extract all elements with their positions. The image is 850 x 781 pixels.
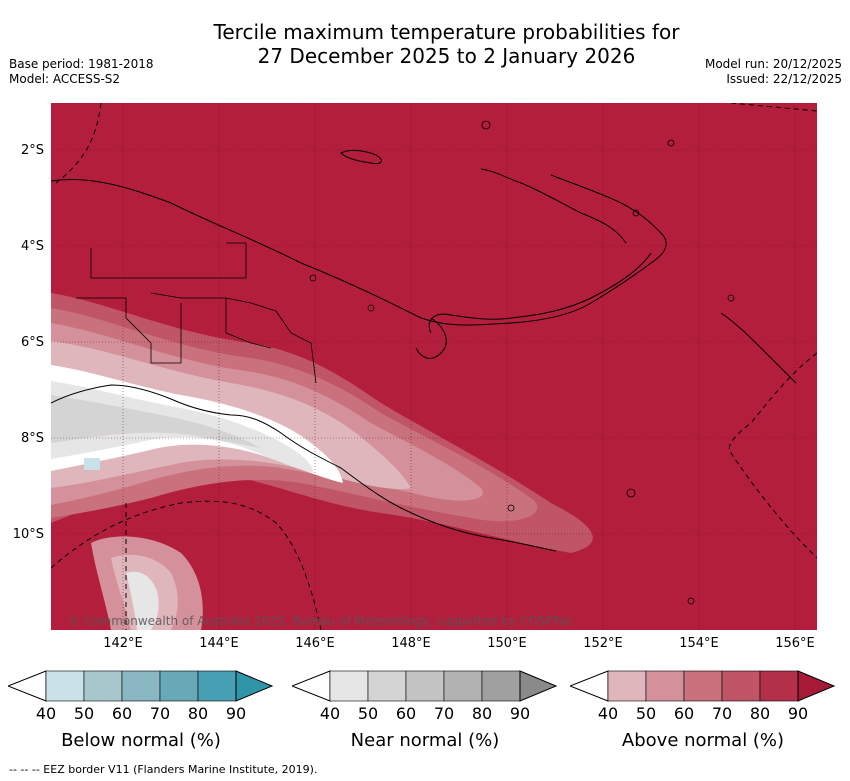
legend-near-normal: [292, 668, 558, 704]
issued-date: Issued: 22/12/2025: [726, 72, 842, 86]
tick-60: 60: [673, 704, 695, 723]
meta-left: Base period: 1981-2018 Model: ACCESS-S2: [9, 57, 154, 87]
tick-40: 40: [319, 704, 341, 723]
coastlines: [51, 149, 797, 552]
shade-south-plume-core: [126, 571, 159, 630]
colorbar-above: [570, 670, 836, 702]
colorbar-below: [8, 670, 274, 702]
lat-label-2s: 2°S: [20, 143, 44, 158]
lon-label-144e: 144°E: [199, 636, 239, 651]
title-line-2: 27 December 2025 to 2 January 2026: [257, 44, 636, 68]
model-run: Model run: 20/12/2025: [704, 57, 842, 71]
tick-60: 60: [111, 704, 133, 723]
base-period: Base period: 1981-2018: [9, 57, 154, 71]
tick-70: 70: [149, 704, 171, 723]
islands: [309, 120, 735, 605]
tick-80: 80: [187, 704, 209, 723]
title-line-1: Tercile maximum temperature probabilitie…: [213, 20, 680, 44]
probability-map: [51, 103, 817, 630]
tick-90: 90: [509, 704, 531, 723]
legend-above-normal: [570, 668, 836, 704]
shade-below-40: [84, 458, 100, 470]
lat-label-6s: 6°S: [20, 335, 44, 350]
lat-label-4s: 4°S: [20, 239, 44, 254]
lon-label-146e: 146°E: [295, 636, 335, 651]
tick-90: 90: [787, 704, 809, 723]
lon-label-154e: 154°E: [679, 636, 719, 651]
eez-footnote: -- -- -- EEZ border V11 (Flanders Marine…: [9, 763, 318, 776]
tick-80: 80: [471, 704, 493, 723]
tick-90: 90: [225, 704, 247, 723]
shade-near-50: [51, 395, 261, 448]
legend-title-below: Below normal (%): [61, 730, 221, 751]
legend-title-above: Above normal (%): [621, 730, 785, 751]
model-name: Model: ACCESS-S2: [9, 72, 121, 86]
lon-label-156e: 156°E: [775, 636, 815, 651]
tick-40: 40: [597, 704, 619, 723]
tick-80: 80: [749, 704, 771, 723]
tick-70: 70: [711, 704, 733, 723]
lon-label-142e: 142°E: [103, 636, 143, 651]
map-title: Tercile maximum temperature probabilitie…: [0, 20, 850, 68]
colorbar-near: [292, 670, 558, 702]
lon-label-152e: 152°E: [583, 636, 623, 651]
tick-50: 50: [357, 704, 379, 723]
legend-below-normal: [8, 668, 274, 704]
eez-borders: [51, 103, 817, 630]
tick-40: 40: [35, 704, 57, 723]
tick-60: 60: [395, 704, 417, 723]
province-borders: [76, 242, 317, 384]
tick-70: 70: [433, 704, 455, 723]
tick-50: 50: [73, 704, 95, 723]
copyright-notice: © Commonwealth of Australia 2025, Bureau…: [68, 614, 574, 628]
lat-label-10s: 10°S: [12, 527, 44, 542]
legend-title-near: Near normal (%): [350, 730, 500, 751]
meta-right: Model run: 20/12/2025 Issued: 22/12/2025: [705, 57, 842, 87]
graticule: [51, 103, 817, 630]
lon-label-150e: 150°E: [487, 636, 527, 651]
lat-label-8s: 8°S: [20, 431, 44, 446]
map-canvas: [51, 103, 817, 630]
lon-label-148e: 148°E: [391, 636, 431, 651]
tick-50: 50: [635, 704, 657, 723]
